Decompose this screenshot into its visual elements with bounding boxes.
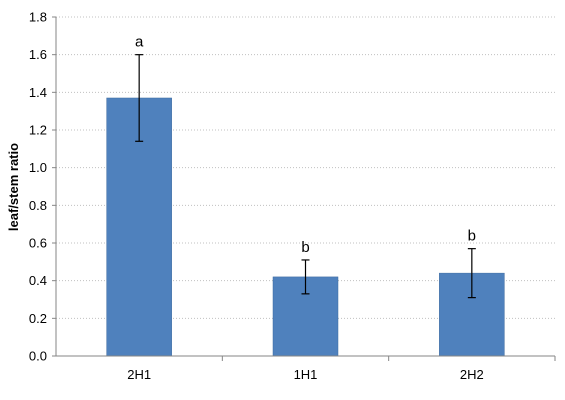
significance-label: b [301, 239, 309, 256]
y-tick-label: 1.0 [29, 160, 47, 175]
axes [55, 17, 555, 357]
y-tick-label: 0.8 [29, 198, 47, 213]
x-tick-label: 1H1 [294, 367, 318, 382]
x-tick-label: 2H1 [127, 367, 151, 382]
y-tick-labels: 0.0 0.2 0.4 0.6 0.8 1.0 1.2 1.4 1.6 1.8 [29, 10, 56, 364]
y-tick-label: 1.8 [29, 10, 47, 25]
y-tick-label: 1.6 [29, 47, 47, 62]
y-tick-label: 1.2 [29, 123, 47, 138]
y-tick-label: 0.0 [29, 349, 47, 364]
x-tick-labels: 2H1 1H1 2H2 [127, 356, 556, 382]
y-tick-label: 1.4 [29, 85, 47, 100]
x-tick-label: 2H2 [460, 367, 484, 382]
significance-label: a [135, 34, 144, 51]
y-tick-label: 0.6 [29, 236, 47, 251]
significance-labels: a b b [135, 34, 476, 256]
y-axis-title: leaf/stem ratio [6, 143, 21, 231]
bars [106, 97, 505, 357]
error-bars [135, 54, 476, 299]
y-tick-label: 0.4 [29, 273, 47, 288]
y-tick-label: 0.2 [29, 311, 47, 326]
significance-label: b [468, 228, 476, 245]
